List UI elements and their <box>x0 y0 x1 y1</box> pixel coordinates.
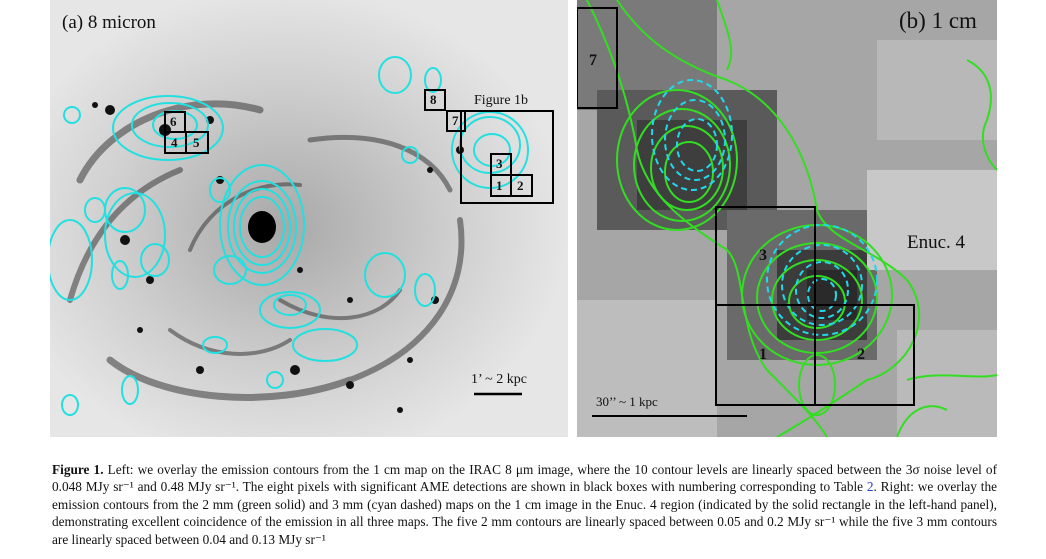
spiral-arms <box>67 100 465 401</box>
caption-figure-label: Figure 1. <box>52 462 104 477</box>
box-number-6: 6 <box>170 114 177 129</box>
right-panel-title: (b) 1 cm <box>899 8 977 33</box>
box-number-8: 8 <box>430 92 437 107</box>
box-number-5: 5 <box>193 135 200 150</box>
right-scale-label: 30’’ ~ 1 kpc <box>596 394 658 409</box>
star-forming-knots <box>92 102 464 413</box>
right-boxes <box>577 7 915 406</box>
figure-caption: Figure 1. Left: we overlay the emission … <box>52 461 997 548</box>
left-panel-title: (a) 8 micron <box>62 12 156 33</box>
rbox-number-2: 2 <box>857 346 865 363</box>
left-panel-8micron: (a) 8 micron Figure 1b 1’ ~ 2 kpc 8 7 3 … <box>50 0 568 437</box>
pixel-mosaic <box>577 0 997 437</box>
ame-boxes <box>164 89 554 204</box>
caption-text-part2: . Right: we overlay the emission contour… <box>52 479 997 547</box>
rbox-number-3: 3 <box>759 247 767 264</box>
right-panel-1cm: (b) 1 cm Enuc. 4 30’’ ~ 1 kpc 7 3 1 2 <box>577 0 997 437</box>
contours-1cm <box>50 56 529 416</box>
box-number-2: 2 <box>517 178 524 193</box>
left-panel-graphics <box>50 0 568 437</box>
right-panel-graphics <box>577 0 997 437</box>
caption-text-part1: Left: we overlay the emission contours f… <box>52 462 997 495</box>
galaxy-background <box>50 0 568 437</box>
box-number-4: 4 <box>171 135 178 150</box>
figure-1b-label: Figure 1b <box>474 93 529 108</box>
rbox-number-7: 7 <box>589 52 597 69</box>
figure-1b-region-box <box>460 110 554 204</box>
left-scale-label: 1’ ~ 2 kpc <box>471 372 527 387</box>
box-number-1: 1 <box>496 178 503 193</box>
rbox-number-1: 1 <box>759 346 767 363</box>
box-number-3: 3 <box>496 156 503 171</box>
box-number-7: 7 <box>452 113 459 128</box>
galaxy-nucleus <box>248 211 276 243</box>
enuc4-label: Enuc. 4 <box>907 232 966 253</box>
caption-table-link[interactable]: 2 <box>866 479 874 495</box>
contours-3mm <box>651 79 878 336</box>
